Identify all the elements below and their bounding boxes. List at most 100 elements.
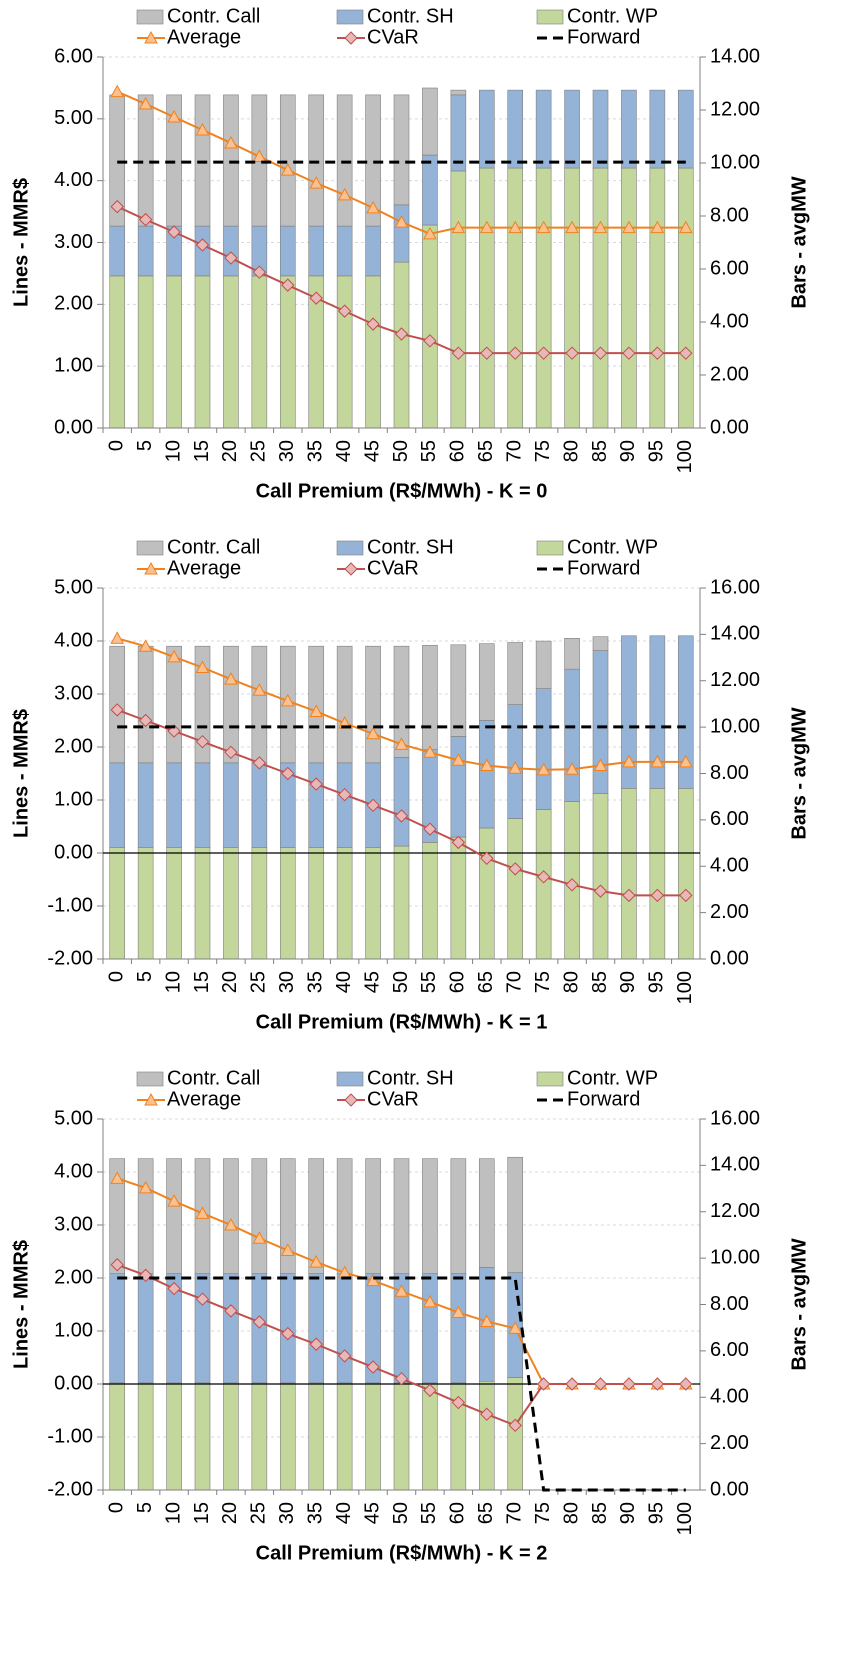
marker xyxy=(479,220,494,234)
bar xyxy=(223,1382,239,1491)
legend-label: CVaR xyxy=(367,26,419,48)
bar xyxy=(535,167,552,429)
marker xyxy=(366,726,380,740)
y2-tick-label: 16.00 xyxy=(710,1107,760,1129)
marker xyxy=(309,1337,323,1351)
bar xyxy=(137,1382,154,1491)
marker xyxy=(622,1377,636,1391)
bar xyxy=(223,847,239,960)
marker xyxy=(394,215,409,228)
x-tick-label: 80 xyxy=(560,1502,582,1524)
legend-swatch xyxy=(536,540,564,556)
x-tick-label: 80 xyxy=(560,440,582,462)
x-tick-label: 20 xyxy=(219,1502,241,1524)
bar xyxy=(365,1382,381,1491)
bar xyxy=(194,94,211,227)
y-tick-label: -1.00 xyxy=(47,894,93,916)
marker xyxy=(281,278,295,292)
bar xyxy=(336,847,353,960)
bar xyxy=(308,762,325,848)
bar xyxy=(649,788,666,960)
marker xyxy=(252,1315,267,1329)
marker xyxy=(195,660,210,673)
bar xyxy=(109,1158,126,1274)
bar xyxy=(478,1380,495,1491)
y2-tick-label: 2.00 xyxy=(710,1432,749,1454)
marker xyxy=(650,1377,665,1391)
x-tick-label: 75 xyxy=(532,440,554,462)
x-tick-label: 65 xyxy=(475,971,497,993)
bar xyxy=(393,645,410,758)
bar xyxy=(166,275,182,429)
marker xyxy=(536,1377,551,1391)
bar xyxy=(109,847,126,960)
x-tick-label: 20 xyxy=(219,971,241,993)
y2-tick-label: 0.00 xyxy=(710,416,749,438)
bar xyxy=(336,1158,353,1274)
x-tick-label: 55 xyxy=(418,440,440,462)
bar xyxy=(336,275,353,429)
marker xyxy=(144,561,158,575)
y2-tick-label: 8.00 xyxy=(710,204,749,226)
bar xyxy=(450,1273,467,1384)
bar xyxy=(137,645,154,764)
x-tick-label: 0 xyxy=(105,440,127,451)
bar xyxy=(365,645,381,764)
marker xyxy=(366,200,380,214)
y2-axis-title: Bars - avgMW xyxy=(788,1238,810,1370)
bar xyxy=(365,847,381,960)
bar xyxy=(223,645,239,764)
marker xyxy=(622,346,636,360)
marker xyxy=(280,1243,295,1256)
bar xyxy=(137,1158,154,1274)
bar xyxy=(137,275,154,429)
bar xyxy=(450,94,467,172)
bar xyxy=(564,638,580,670)
bar xyxy=(393,204,410,263)
y2-tick-label: 2.00 xyxy=(710,901,749,923)
x-tick-label: 30 xyxy=(276,1502,298,1524)
bar xyxy=(279,225,296,277)
marker xyxy=(138,639,153,652)
bar xyxy=(450,644,467,737)
bar xyxy=(478,827,495,960)
y-axis-title: Lines - MMR$ xyxy=(10,178,32,307)
y-axis-title: Lines - MMR$ xyxy=(10,709,32,838)
marker xyxy=(344,31,358,45)
x-tick-label: 30 xyxy=(276,971,298,993)
marker xyxy=(167,649,181,663)
marker xyxy=(423,822,437,836)
y2-axis-title: Bars - avgMW xyxy=(788,176,810,308)
x-tick-label: 90 xyxy=(617,440,639,462)
bar xyxy=(308,1382,325,1491)
marker xyxy=(110,1258,124,1272)
bar xyxy=(592,89,609,169)
y-tick-label: -2.00 xyxy=(47,1478,93,1500)
bar xyxy=(592,793,609,960)
bar xyxy=(223,225,239,277)
x-tick-label: 85 xyxy=(589,1502,611,1524)
marker xyxy=(479,1314,494,1327)
bar xyxy=(279,847,296,960)
bar xyxy=(365,94,381,227)
x-tick-label: 10 xyxy=(162,1502,184,1524)
marker xyxy=(423,1294,437,1308)
marker xyxy=(593,220,608,234)
bar xyxy=(223,1273,239,1384)
x-tick-label: 90 xyxy=(617,1502,639,1524)
x-tick-label: 40 xyxy=(333,440,355,462)
marker xyxy=(565,878,579,892)
bar xyxy=(279,275,296,429)
bar xyxy=(592,636,609,651)
bar xyxy=(649,89,666,169)
marker xyxy=(167,1194,181,1207)
x-tick-label: 0 xyxy=(105,1502,127,1513)
marker xyxy=(678,754,693,768)
x-tick-label: 15 xyxy=(191,971,213,993)
bar xyxy=(592,650,609,794)
marker xyxy=(110,1171,125,1184)
bar xyxy=(535,809,552,960)
bar xyxy=(251,645,268,764)
bar xyxy=(422,1158,438,1274)
x-tick-label: 35 xyxy=(304,971,326,993)
